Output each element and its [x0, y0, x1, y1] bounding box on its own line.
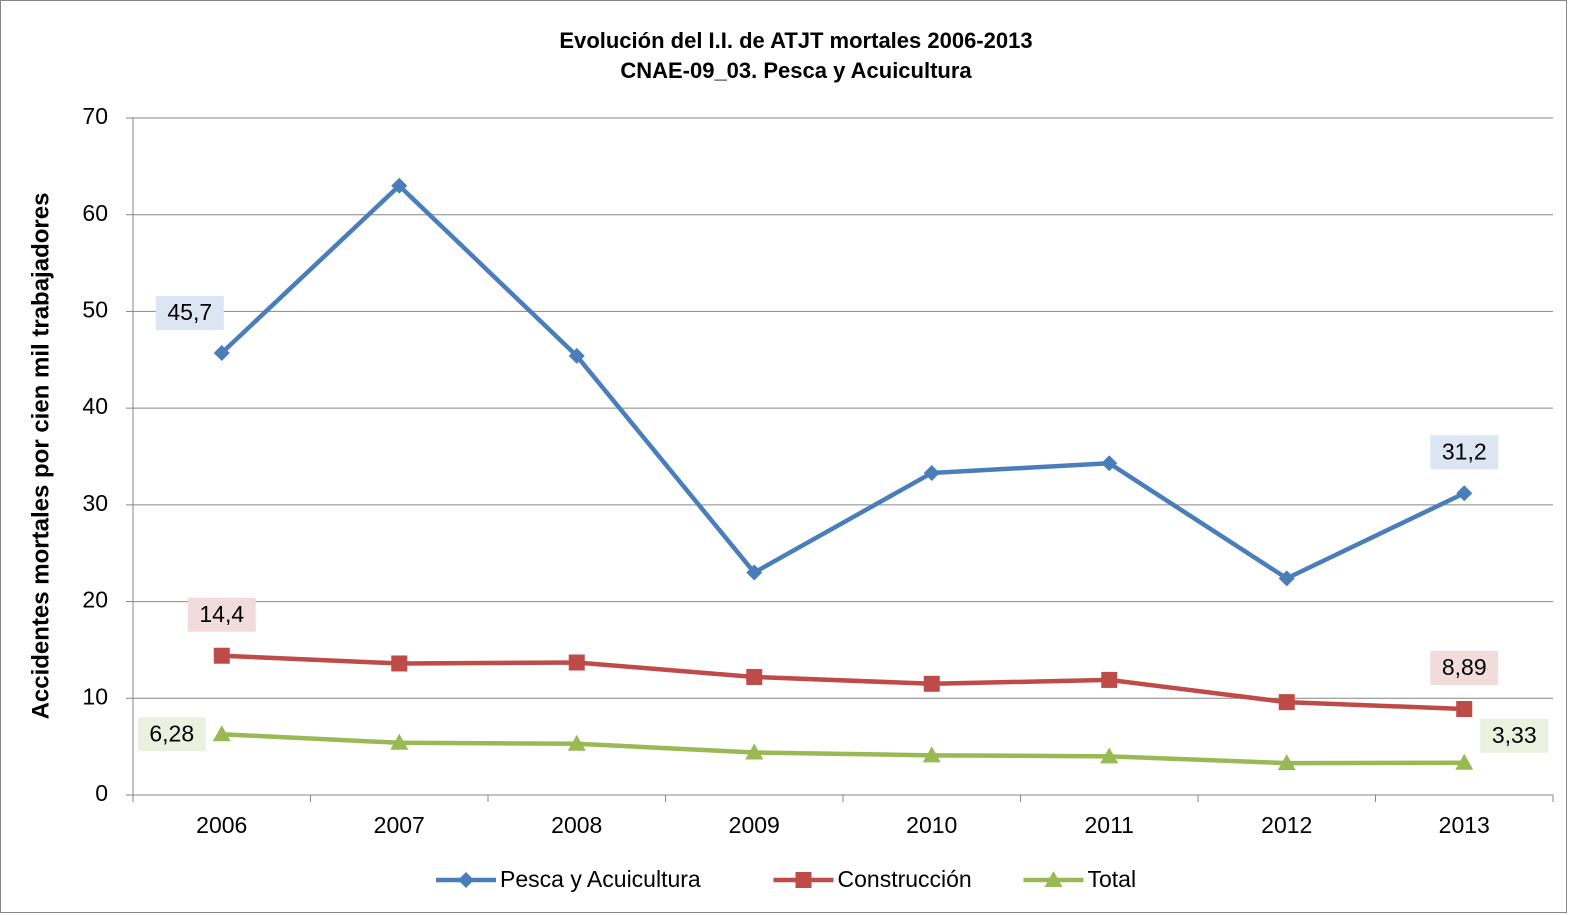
marker	[746, 564, 763, 581]
x-tick-label: 2008	[551, 812, 602, 838]
legend-label: Construcción	[838, 866, 972, 892]
y-tick-label: 70	[82, 103, 108, 129]
y-tick-label: 0	[95, 780, 108, 806]
y-tick-label: 10	[82, 683, 108, 709]
marker	[1456, 701, 1473, 718]
data-label-bg	[1430, 435, 1499, 470]
marker	[1277, 754, 1296, 771]
legend-label: Pesca y Acuicultura	[500, 866, 701, 892]
marker	[923, 675, 940, 692]
data-label-bg	[137, 717, 206, 752]
marker	[1456, 485, 1473, 502]
data-label: 8,89	[1442, 654, 1487, 680]
y-tick-label: 20	[82, 587, 108, 613]
marker	[391, 655, 408, 672]
data-label-bg	[1480, 718, 1549, 753]
data-label-bg	[1430, 651, 1499, 686]
marker	[1101, 455, 1118, 472]
x-tick-label: 2006	[196, 812, 247, 838]
marker	[923, 464, 940, 481]
data-label: 31,2	[1442, 438, 1487, 464]
x-tick-label: 2013	[1439, 812, 1490, 838]
data-label: 3,33	[1492, 722, 1537, 748]
marker	[1100, 747, 1119, 764]
legend-marker	[1044, 871, 1063, 887]
data-label-bg	[187, 597, 256, 632]
y-tick-label: 40	[82, 393, 108, 419]
x-tick-label: 2007	[374, 812, 425, 838]
marker	[922, 746, 941, 763]
marker	[745, 743, 764, 760]
marker	[213, 345, 230, 362]
marker	[568, 654, 585, 671]
chart-title: Evolución del I.I. de ATJT mortales 2006…	[559, 28, 1032, 53]
chart-subtitle: CNAE-09_03. Pesca y Acuicultura	[620, 58, 972, 83]
data-label: 6,28	[149, 720, 194, 746]
y-tick-label: 30	[82, 490, 108, 516]
x-tick-label: 2012	[1261, 812, 1312, 838]
legend-marker	[458, 872, 474, 888]
marker	[568, 347, 585, 364]
legend-label: Total	[1088, 866, 1137, 892]
marker	[390, 733, 409, 750]
marker	[746, 669, 763, 686]
data-label: 14,4	[199, 601, 244, 627]
x-tick-label: 2011	[1085, 812, 1134, 838]
x-tick-label: 2009	[729, 812, 780, 838]
series-line	[221, 732, 1465, 766]
y-tick-label: 60	[82, 200, 108, 226]
marker	[1455, 753, 1474, 770]
marker	[213, 647, 230, 664]
marker	[212, 725, 231, 742]
marker	[1278, 570, 1295, 587]
data-label: 45,7	[167, 299, 212, 325]
marker	[567, 734, 586, 751]
y-tick-label: 50	[82, 297, 108, 323]
data-label-bg	[155, 296, 224, 331]
y-axis-title: Accidentes mortales por cien mil trabaja…	[27, 193, 54, 720]
legend-marker	[795, 872, 812, 888]
marker	[1278, 694, 1295, 711]
x-tick-label: 2010	[906, 812, 957, 838]
marker	[391, 177, 408, 194]
series-line	[220, 183, 1466, 581]
marker	[1101, 671, 1118, 688]
series-line	[221, 653, 1465, 712]
